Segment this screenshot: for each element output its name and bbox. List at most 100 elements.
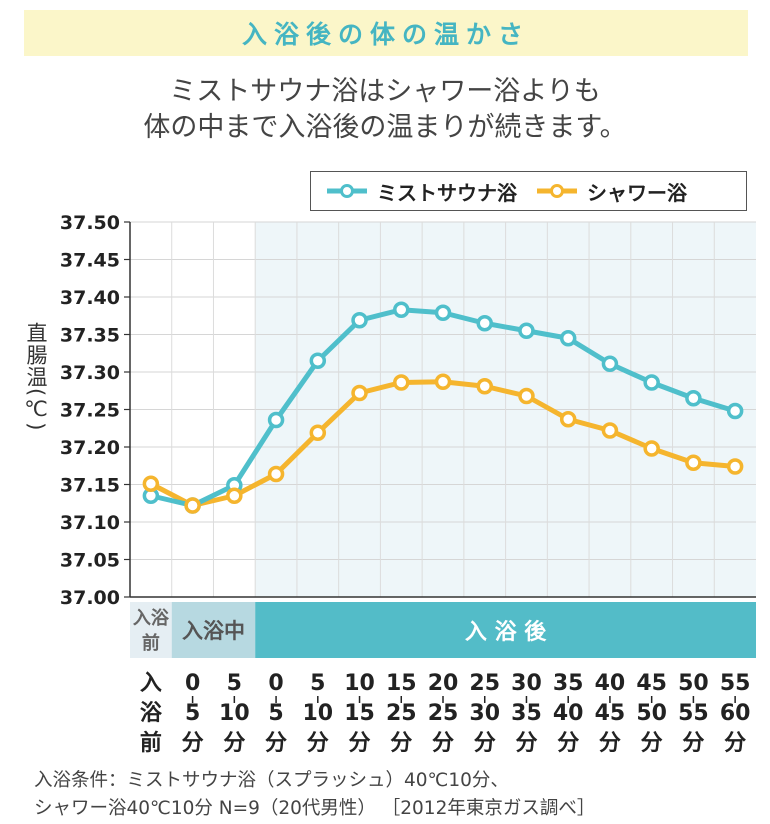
x-tick-label: 分 [641, 731, 663, 756]
footnote-line-2: シャワー浴40℃10分 N=9（20代男性） ［2012年東京ガス調べ］ [34, 798, 596, 819]
chart-title: 入浴後の体の温かさ [241, 20, 530, 49]
y-tick-label: 37.40 [60, 287, 120, 309]
x-tick-label: 50 [678, 671, 709, 696]
legend-item-shower: シャワー浴 [535, 177, 687, 206]
data-point-shower [184, 497, 201, 514]
data-point-mist [351, 312, 368, 329]
data-point-shower [267, 465, 285, 483]
x-tick-label: 分 [265, 731, 287, 756]
x-tick-label: 5 [268, 701, 283, 726]
data-point-shower [601, 422, 619, 439]
x-tick-label: 25 [428, 701, 459, 726]
data-point-shower [518, 387, 535, 405]
x-tick-label: 35 [553, 671, 584, 696]
x-tick-label: 分 [390, 731, 412, 756]
data-point-shower [226, 487, 243, 504]
x-tick-label: 45 [636, 671, 667, 696]
x-tick-label: 5 [310, 671, 325, 696]
x-tick-label: 60 [720, 701, 751, 726]
data-point-mist [601, 355, 619, 372]
data-point-mist [518, 322, 535, 339]
data-point-mist [309, 352, 327, 369]
legend-marker-mist [327, 184, 367, 198]
subtitle-line-1: ミストサウナ浴はシャワー浴よりも [169, 76, 601, 107]
phase-during-label: 入浴中 [182, 619, 245, 643]
data-point-shower [142, 475, 160, 492]
footnote-line-1: 入浴条件：ミストサウナ浴（スプラッシュ）40℃10分、 [34, 770, 509, 791]
data-point-mist [726, 402, 744, 420]
phase-after-label: 入 浴 後 [465, 619, 547, 645]
x-tick-label: 分 [182, 731, 204, 756]
x-tick-label: 0 [268, 671, 283, 696]
x-tick-label: 分 [474, 731, 496, 756]
phase-before-label: 入浴 [133, 608, 170, 629]
y-tick-label: 37.10 [60, 512, 120, 534]
x-tick-label: 30 [469, 701, 500, 726]
data-point-shower [309, 424, 327, 441]
data-point-mist [643, 374, 660, 391]
data-point-shower [393, 374, 410, 391]
x-tick-label: 40 [553, 701, 584, 726]
data-point-mist [434, 304, 452, 321]
x-tick-label: 浴 [140, 701, 163, 726]
y-tick-label: 37.45 [60, 250, 120, 272]
y-tick-label: 37.05 [60, 550, 120, 572]
data-point-shower [351, 384, 368, 402]
y-tick-label: 37.50 [60, 212, 120, 234]
x-tick-label: 15 [386, 671, 417, 696]
data-point-mist [267, 411, 285, 429]
data-point-mist [559, 330, 577, 347]
phase-during-bg [171, 602, 256, 658]
x-tick-label: 入 [140, 671, 162, 696]
x-tick-label: 25 [386, 701, 417, 726]
data-point-mist [476, 315, 493, 332]
x-tick-label: 分 [557, 731, 579, 756]
x-tick-label: 10 [219, 701, 250, 726]
x-tick-label: 分 [515, 731, 537, 756]
subtitle-line-2: 体の中まで入浴後の温まりが続きます。 [143, 112, 627, 143]
x-tick-label: 5 [227, 671, 242, 696]
y-axis-label: 直腸温(℃) [24, 322, 48, 431]
x-tick-label: 10 [302, 701, 333, 726]
x-tick-label: 20 [428, 671, 459, 696]
x-tick-label: 25 [469, 671, 500, 696]
data-point-shower [685, 454, 702, 471]
x-tick-label: 55 [678, 701, 709, 726]
data-point-mist [393, 301, 410, 318]
x-tick-label: 5 [185, 701, 200, 726]
x-tick-label: 50 [636, 701, 667, 726]
x-tick-label: 45 [595, 701, 626, 726]
x-tick-label: 分 [307, 731, 329, 756]
y-tick-label: 37.35 [60, 325, 120, 347]
title-band: 入浴後の体の温かさ [24, 10, 748, 56]
x-tick-label: 前 [140, 730, 162, 756]
phase-after-bg [255, 602, 756, 658]
phase-before-label: 前 [142, 632, 160, 654]
data-point-shower [559, 411, 577, 428]
x-tick-label: 40 [595, 671, 626, 696]
x-tick-label: 分 [223, 731, 245, 756]
data-point-mist [685, 390, 702, 407]
data-point-shower [726, 458, 744, 475]
y-tick-label: 37.15 [60, 475, 120, 497]
data-point-shower [643, 440, 660, 457]
data-point-shower [476, 378, 493, 395]
legend: ミストサウナ浴 シャワー浴 [310, 171, 747, 211]
x-tick-label: 0 [185, 671, 200, 696]
y-tick-label: 37.00 [60, 587, 120, 609]
y-tick-label: 37.20 [60, 437, 120, 459]
x-tick-label: 分 [349, 731, 371, 756]
legend-marker-shower [537, 184, 577, 198]
x-tick-label: 10 [344, 671, 375, 696]
legend-label-shower: シャワー浴 [587, 180, 687, 205]
x-tick-label: 分 [432, 731, 454, 756]
y-tick-label: 37.30 [60, 362, 120, 384]
x-tick-label: 35 [511, 701, 542, 726]
phase-before-bg [130, 602, 172, 658]
y-tick-label: 37.25 [60, 400, 120, 422]
x-tick-label: 分 [599, 731, 621, 756]
legend-item-mist: ミストサウナ浴 [325, 177, 517, 206]
x-tick-label: 分 [724, 731, 746, 756]
x-tick-label: 55 [720, 671, 751, 696]
